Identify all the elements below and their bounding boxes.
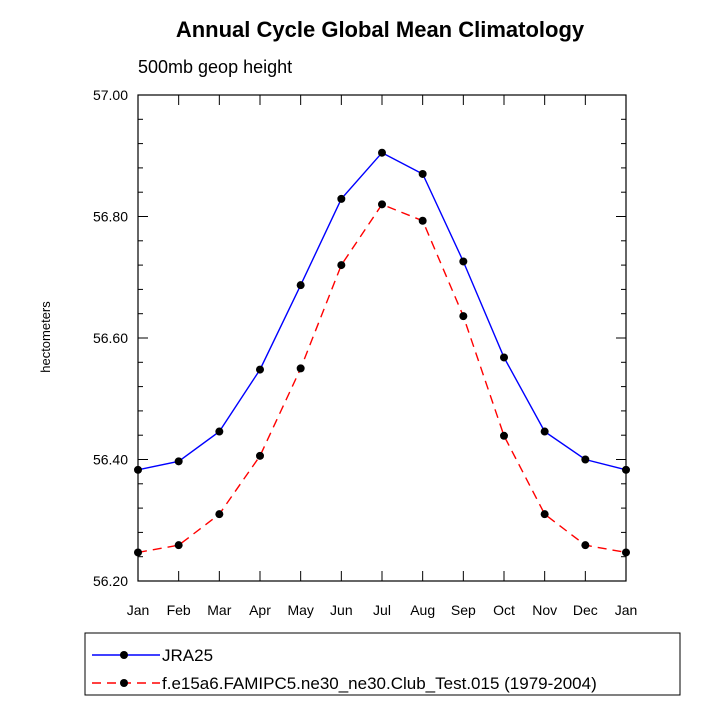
x-tick-label: Sep bbox=[451, 602, 476, 618]
x-tick-label: Apr bbox=[249, 602, 271, 618]
series-1-point bbox=[256, 365, 264, 374]
series-2-point bbox=[215, 510, 224, 519]
legend-box bbox=[84, 632, 681, 696]
series-1-point bbox=[337, 194, 346, 203]
ticks-layer: Jan Feb Mar Apr May Jun Jul Aug Sep Oct Nov Dec Jan 5… bbox=[93, 87, 637, 618]
x-tick-label: Jan bbox=[615, 602, 638, 618]
x-tick-label: Dec bbox=[573, 602, 598, 618]
series-2-point bbox=[296, 364, 305, 373]
legend-label-2: f.e15a6.FAMIPC5.ne30_ne30.Club_Test.015 … bbox=[162, 674, 597, 693]
legend: JRA25 f.e15a6.FAMIPC5.ne30_ne30.Club_Test… bbox=[84, 632, 681, 696]
series-1-point bbox=[581, 455, 590, 464]
x-tick-label: Nov bbox=[532, 602, 557, 618]
plot-frame bbox=[137, 94, 627, 582]
series-2-point bbox=[378, 200, 386, 209]
series-1-point bbox=[540, 427, 549, 436]
series-line-2 bbox=[137, 203, 627, 554]
x-tick-label: Jun bbox=[330, 602, 353, 618]
series-1-point bbox=[296, 281, 305, 290]
y-tick-label: 56.20 bbox=[93, 573, 128, 589]
series-1-point bbox=[418, 169, 427, 178]
legend-label-1: JRA25 bbox=[162, 646, 213, 665]
y-tick-label: 56.60 bbox=[93, 330, 128, 346]
series-2-point bbox=[174, 541, 183, 550]
series-2-point bbox=[581, 541, 590, 550]
x-tick-label: Jul bbox=[373, 602, 391, 618]
chart-title: Annual Cycle Global Mean Climatology bbox=[176, 17, 585, 42]
series-1-point bbox=[378, 148, 386, 157]
series-2-point bbox=[500, 431, 508, 440]
series-2-point bbox=[540, 510, 549, 519]
series-2-point bbox=[256, 451, 264, 460]
x-tick-label: Mar bbox=[207, 602, 231, 618]
series-2-point bbox=[459, 312, 468, 321]
legend-marker-2 bbox=[120, 679, 128, 687]
y-tick-label: 56.80 bbox=[93, 209, 128, 225]
series-1-point bbox=[174, 457, 183, 466]
series-line-1 bbox=[137, 151, 627, 471]
series-1-point bbox=[500, 353, 508, 362]
x-tick-label: Aug bbox=[410, 602, 435, 618]
x-tick-label: May bbox=[287, 602, 313, 618]
x-tick-label: Oct bbox=[493, 602, 515, 618]
legend-marker-1 bbox=[120, 651, 128, 659]
series-2-point bbox=[418, 216, 427, 225]
series-1-point bbox=[215, 427, 224, 436]
y-tick-label: 56.40 bbox=[93, 452, 128, 468]
y-axis-label: hectometers bbox=[38, 301, 53, 373]
x-tick-label: Feb bbox=[167, 602, 191, 618]
x-tick-label: Jan bbox=[127, 602, 150, 618]
chart-subtitle: 500mb geop height bbox=[138, 57, 292, 77]
series-2-point bbox=[337, 261, 346, 270]
y-tick-label: 57.00 bbox=[93, 87, 128, 103]
series-layer bbox=[134, 148, 630, 557]
series-1-point bbox=[459, 257, 468, 266]
